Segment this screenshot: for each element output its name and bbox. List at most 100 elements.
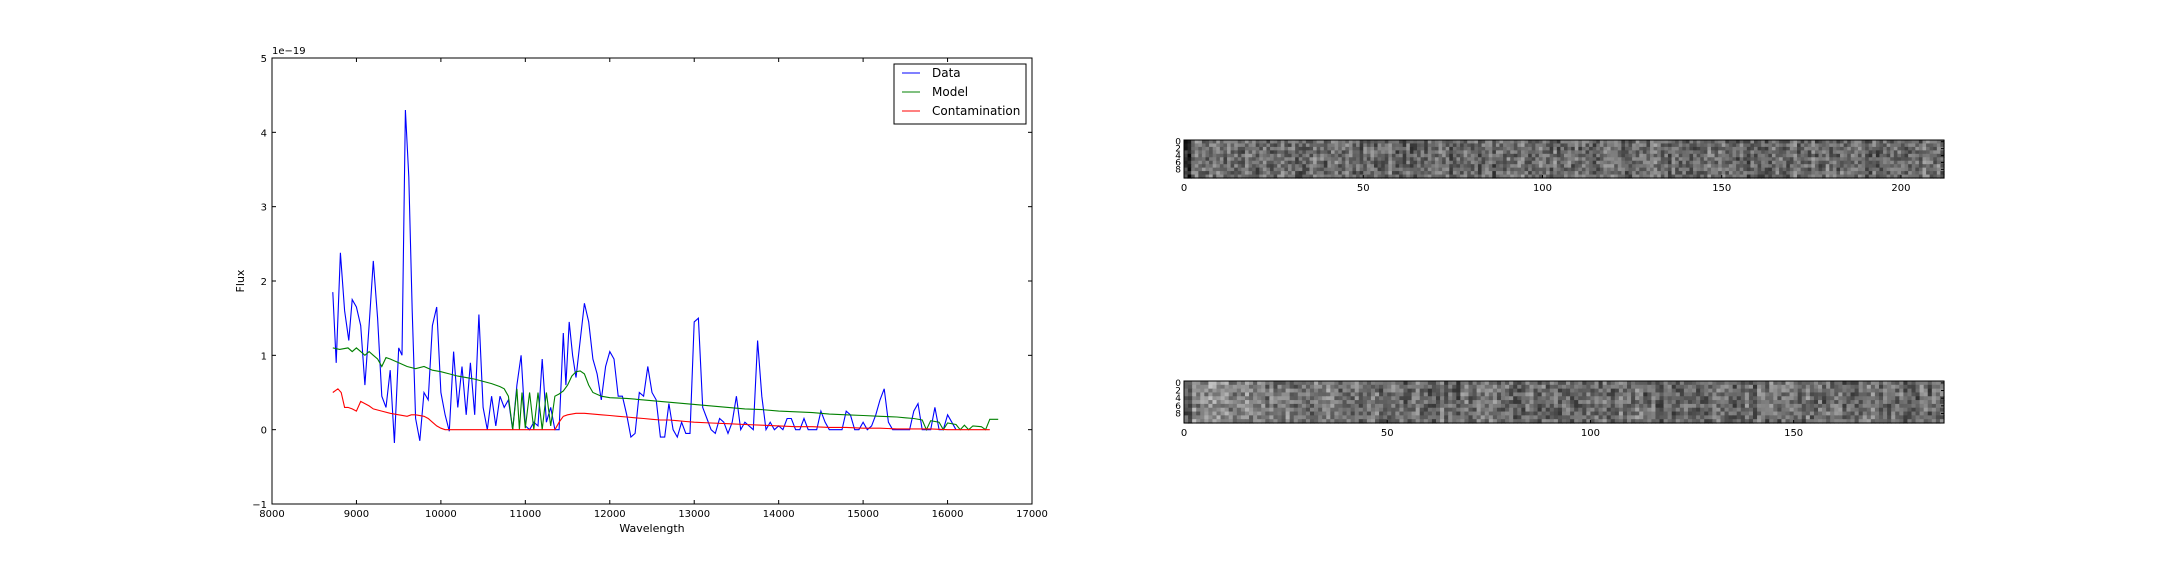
image-pixel xyxy=(1350,400,1356,405)
image-pixel xyxy=(1561,415,1567,420)
image-pixel xyxy=(1769,400,1774,405)
image-pixel xyxy=(1757,411,1762,416)
image-pixel xyxy=(1236,415,1242,420)
image-pixel xyxy=(1875,160,1881,165)
image-pixel xyxy=(1445,171,1450,176)
image-pixel xyxy=(1607,171,1612,176)
image-pixel xyxy=(1754,174,1759,179)
image-pixel xyxy=(1227,167,1232,172)
image-pixel xyxy=(1517,384,1522,390)
image-pixel xyxy=(1822,415,1827,420)
image-pixel xyxy=(1692,411,1697,416)
image-pixel xyxy=(1521,400,1526,405)
image-pixel xyxy=(1407,392,1413,397)
image-pixel xyxy=(1273,381,1279,386)
image-pixel xyxy=(1370,403,1376,409)
image-pixel xyxy=(1413,174,1418,179)
image-pixel xyxy=(1427,407,1433,413)
image-pixel xyxy=(1358,400,1364,405)
image-pixel xyxy=(1675,411,1681,416)
image-pixel xyxy=(1237,157,1242,162)
image-pixel xyxy=(1714,174,1719,179)
image-pixel xyxy=(1872,153,1877,158)
image-pixel xyxy=(1728,174,1734,179)
image-pixel xyxy=(1857,164,1863,169)
image-pixel xyxy=(1434,153,1440,158)
image-pixel xyxy=(1212,146,1217,151)
image-pixel xyxy=(1285,400,1291,405)
image-pixel xyxy=(1293,411,1299,416)
image-pixel xyxy=(1700,167,1705,172)
image-pixel xyxy=(1484,388,1490,394)
image-pixel xyxy=(1209,160,1214,165)
image-pixel xyxy=(1671,388,1677,394)
image-pixel xyxy=(1402,150,1407,155)
image-pixel xyxy=(1931,388,1937,394)
image-pixel xyxy=(1415,411,1421,416)
image-pixel xyxy=(1452,419,1457,424)
image-pixel xyxy=(1248,140,1253,145)
image-pixel xyxy=(1391,403,1396,409)
image-pixel xyxy=(1926,164,1931,169)
image-pixel xyxy=(1746,150,1752,155)
image-pixel xyxy=(1716,396,1722,401)
image-pixel xyxy=(1205,140,1210,145)
image-pixel xyxy=(1495,160,1501,165)
image-pixel xyxy=(1585,174,1590,179)
image-pixel xyxy=(1370,171,1375,176)
image-pixel xyxy=(1470,153,1475,158)
image-pixel xyxy=(1736,167,1741,172)
image-pixel xyxy=(1265,403,1270,409)
image-pixel xyxy=(1277,396,1283,401)
image-pixel xyxy=(1334,415,1340,420)
image-pixel xyxy=(1316,164,1321,169)
image-pixel xyxy=(1406,150,1411,155)
image-pixel xyxy=(1822,384,1827,390)
image-pixel xyxy=(1903,400,1909,405)
image-pixel xyxy=(1832,171,1838,176)
image-pixel xyxy=(1939,415,1945,420)
image-pixel xyxy=(1870,403,1876,409)
image-pixel xyxy=(1927,407,1933,413)
image-pixel xyxy=(1586,419,1592,424)
image-pixel xyxy=(1302,171,1307,176)
image-pixel xyxy=(1893,174,1898,179)
image-pixel xyxy=(1622,407,1628,413)
image-pixel xyxy=(1900,157,1906,162)
image-pixel xyxy=(1927,403,1933,409)
image-pixel xyxy=(1797,167,1802,172)
image-pixel xyxy=(1757,150,1762,155)
image-pixel xyxy=(1277,411,1283,416)
image-pixel xyxy=(1773,407,1778,413)
image-pixel xyxy=(1685,140,1691,145)
image-pixel xyxy=(1427,143,1432,148)
image-pixel xyxy=(1610,164,1615,169)
image-pixel xyxy=(1219,150,1225,155)
image-pixel xyxy=(1639,403,1644,409)
image-pixel xyxy=(1929,146,1934,151)
image-x-tick-label: 200 xyxy=(1891,183,1910,194)
image-pixel xyxy=(1775,146,1780,151)
image-2-pixels xyxy=(1184,381,1945,424)
image-pixel xyxy=(1506,167,1511,172)
image-pixel xyxy=(1617,153,1622,158)
image-pixel xyxy=(1922,174,1927,179)
image-pixel xyxy=(1204,419,1209,424)
image-pixel xyxy=(1712,381,1717,386)
image-pixel xyxy=(1696,171,1701,176)
image-pixel xyxy=(1875,153,1881,158)
image-pixel xyxy=(1212,150,1217,155)
image-pixel xyxy=(1908,160,1913,165)
image-pixel xyxy=(1861,143,1866,148)
image-pixel xyxy=(1687,411,1693,416)
image-pixel xyxy=(1192,400,1197,405)
image-pixel xyxy=(1685,164,1691,169)
image-pixel xyxy=(1395,419,1400,424)
image-pixel xyxy=(1775,150,1780,155)
image-pixel xyxy=(1219,164,1225,169)
image-pixel xyxy=(1843,171,1848,176)
image-pixel xyxy=(1728,411,1734,416)
image-pixel xyxy=(1872,167,1877,172)
image-pixel xyxy=(1456,403,1461,409)
